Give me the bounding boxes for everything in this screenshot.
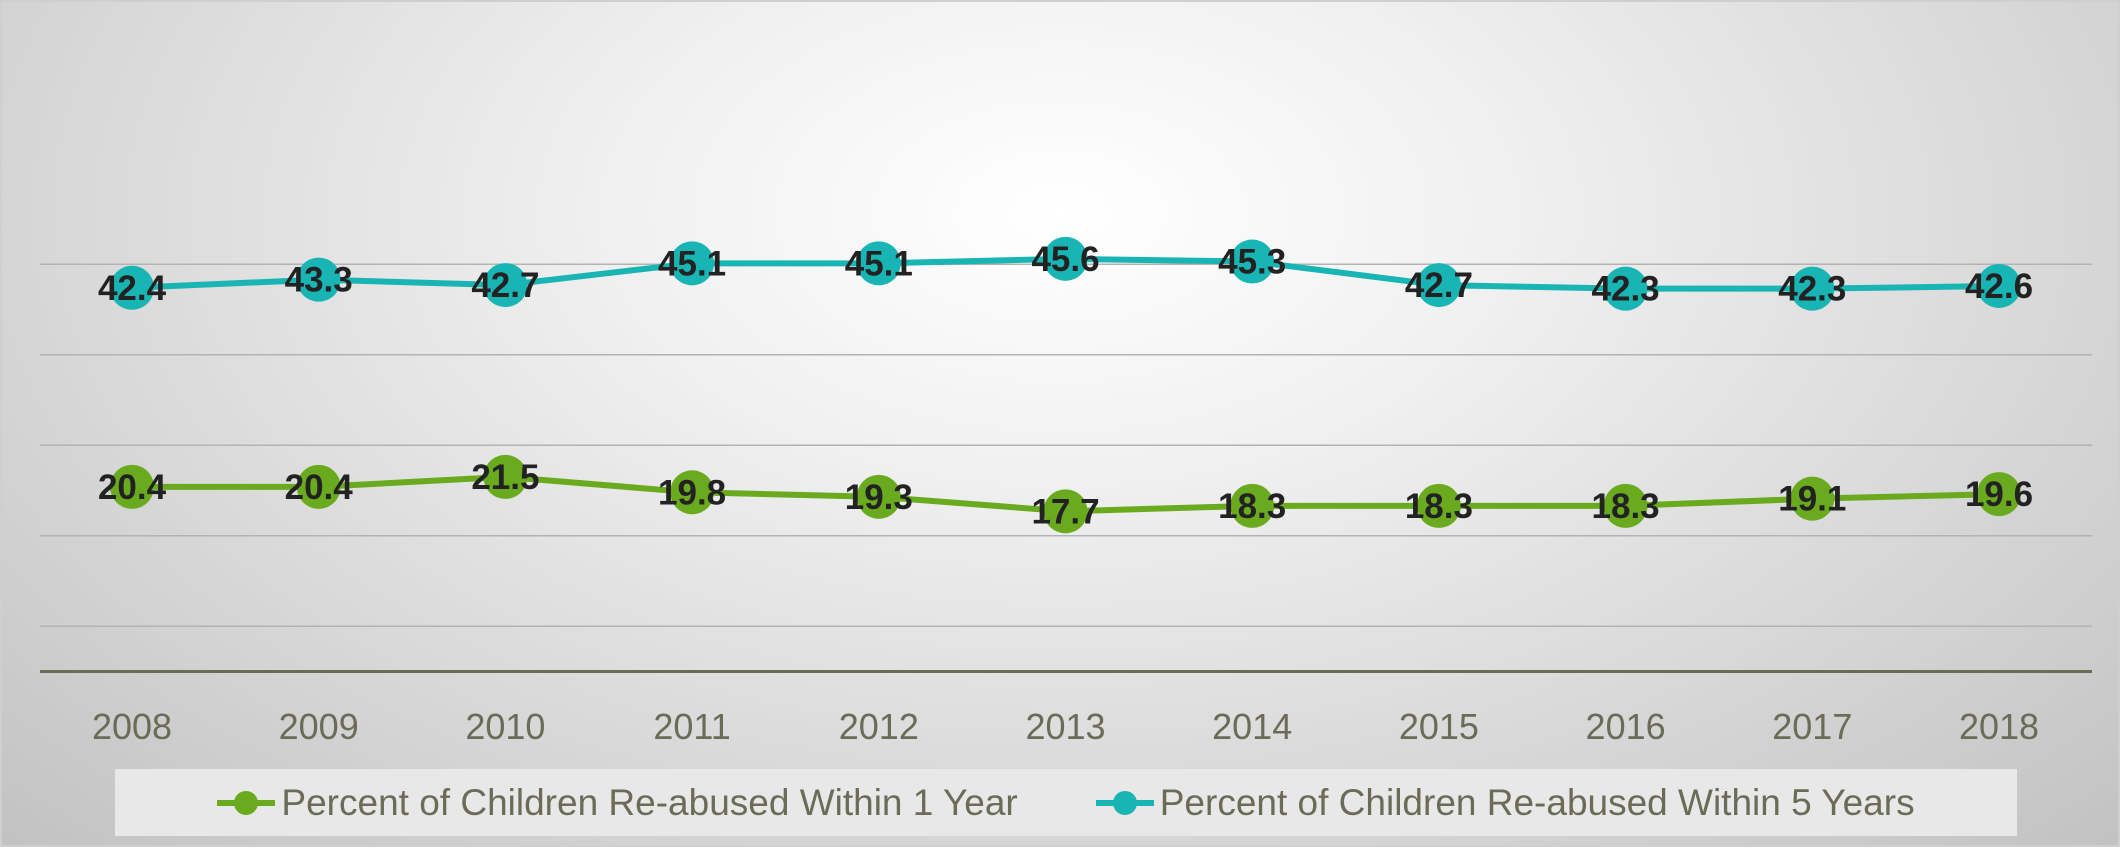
- data-label-0-2016: 18.3: [1592, 487, 1660, 526]
- x-tick-label-2009: 2009: [279, 706, 359, 747]
- data-point-0-2009: [296, 464, 341, 509]
- data-point-1-2016: [1603, 266, 1648, 311]
- data-point-1-2012: [856, 241, 901, 286]
- data-label-0-2008: 20.4: [98, 468, 167, 507]
- data-point-1-2014: [1230, 239, 1275, 284]
- data-point-1-2015: [1416, 263, 1461, 308]
- legend-dot-1-year: [234, 790, 259, 815]
- legend-dot-5-years: [1112, 790, 1137, 815]
- data-point-0-2014: [1230, 483, 1275, 528]
- data-point-1-2009: [296, 257, 341, 302]
- data-point-0-2010: [483, 454, 528, 499]
- data-label-0-2013: 17.7: [1031, 492, 1099, 531]
- data-point-0-2018: [1977, 472, 2021, 517]
- x-tick-label-2015: 2015: [1399, 706, 1479, 747]
- data-point-1-2010: [483, 263, 528, 308]
- legend-label-5-years: Percent of Children Re-abused Within 5 Y…: [1159, 781, 1915, 823]
- legend: Percent of Children Re-abused Within 1 Y…: [115, 769, 2017, 836]
- legend-marker-1-year-icon: [217, 790, 276, 815]
- data-label-0-2015: 18.3: [1405, 487, 1473, 526]
- data-point-0-2013: [1043, 489, 1088, 534]
- data-point-1-2011: [670, 241, 715, 286]
- data-point-0-2016: [1603, 483, 1648, 528]
- legend-marker-5-years-icon: [1095, 790, 1154, 815]
- data-point-1-2017: [1790, 266, 1835, 311]
- x-tick-label-2017: 2017: [1772, 706, 1852, 747]
- data-label-1-2011: 45.1: [658, 244, 726, 283]
- data-point-1-2008: [110, 265, 154, 310]
- data-label-1-2013: 45.6: [1031, 240, 1099, 279]
- x-tick-label-2011: 2011: [653, 706, 730, 747]
- data-point-0-2015: [1416, 483, 1461, 528]
- data-label-0-2017: 19.1: [1778, 480, 1846, 519]
- data-label-0-2014: 18.3: [1218, 487, 1286, 526]
- data-point-0-2011: [670, 470, 715, 515]
- x-tick-label-2012: 2012: [839, 706, 919, 747]
- x-tick-label-2018: 2018: [1959, 706, 2039, 747]
- data-point-0-2012: [856, 474, 901, 519]
- data-point-1-2013: [1043, 236, 1088, 281]
- data-label-1-2008: 42.4: [98, 269, 167, 308]
- x-tick-label-2014: 2014: [1212, 706, 1292, 747]
- x-tick-label-2016: 2016: [1586, 706, 1666, 747]
- x-tick-label-2010: 2010: [465, 706, 545, 747]
- legend-item-1-year: Percent of Children Re-abused Within 1 Y…: [217, 781, 1018, 824]
- x-tick-label-2013: 2013: [1025, 706, 1105, 747]
- data-label-1-2014: 45.3: [1218, 243, 1286, 282]
- data-label-0-2012: 19.3: [845, 478, 913, 517]
- legend-label-1-year: Percent of Children Re-abused Within 1 Y…: [281, 781, 1018, 823]
- data-point-0-2008: [110, 464, 154, 509]
- data-label-1-2018: 42.6: [1965, 267, 2033, 306]
- data-point-0-2017: [1790, 476, 1835, 521]
- data-label-1-2012: 45.1: [845, 244, 913, 283]
- data-label-0-2018: 19.6: [1965, 475, 2033, 514]
- data-label-0-2011: 19.8: [658, 473, 726, 512]
- data-label-1-2017: 42.3: [1778, 270, 1846, 309]
- data-label-1-2010: 42.7: [471, 266, 539, 305]
- data-label-0-2009: 20.4: [285, 468, 354, 507]
- data-point-1-2018: [1977, 263, 2021, 308]
- data-label-1-2009: 43.3: [285, 261, 353, 300]
- data-label-1-2015: 42.7: [1405, 266, 1473, 305]
- data-label-1-2016: 42.3: [1592, 270, 1660, 309]
- x-tick-label-2008: 2008: [92, 706, 172, 747]
- legend-item-5-years: Percent of Children Re-abused Within 5 Y…: [1095, 781, 1915, 824]
- data-label-0-2010: 21.5: [471, 458, 539, 497]
